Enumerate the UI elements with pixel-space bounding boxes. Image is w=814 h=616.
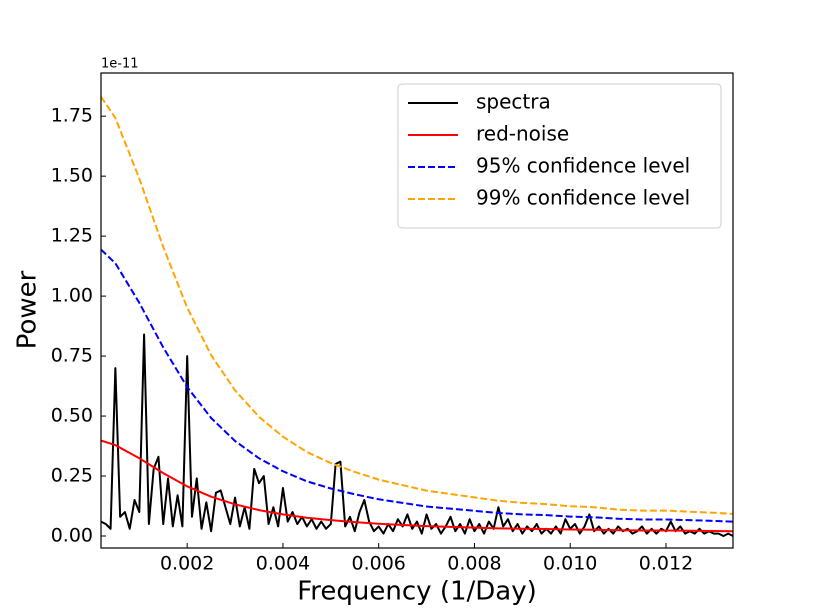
series-line (101, 248, 733, 523)
legend-label: spectra (476, 90, 551, 114)
legend-label: 95% confidence level (476, 154, 690, 178)
plot-area (101, 96, 733, 538)
x-tick-label: 0.004 (256, 553, 310, 575)
legend-box (397, 83, 722, 229)
x-tick-label: 0.010 (543, 553, 597, 575)
y-tick-label: 1.75 (51, 105, 93, 127)
y-axis-label: Power (13, 270, 43, 349)
x-axis-label: Frequency (1/Day) (297, 577, 537, 607)
x-tick-label: 0.006 (351, 553, 405, 575)
series-line (101, 333, 733, 538)
series-line (101, 439, 733, 533)
series-line (101, 96, 733, 515)
y-tick-label: 0.25 (51, 465, 93, 487)
y-tick-label: 1.25 (51, 225, 93, 247)
x-tick-label: 0.002 (160, 553, 214, 575)
y-tick-label: 1.50 (51, 165, 93, 187)
axes-frame (100, 72, 734, 549)
x-tick-label: 0.012 (639, 553, 693, 575)
y-offset-label: 1e-11 (101, 57, 139, 72)
legend-label: 99% confidence level (476, 186, 690, 210)
y-tick-label: 0.50 (51, 405, 93, 427)
x-tick-label: 0.008 (447, 553, 501, 575)
legend-label: red-noise (476, 122, 569, 146)
y-tick-label: 0.75 (51, 345, 93, 367)
y-tick-label: 0.00 (51, 525, 93, 547)
y-tick-label: 1.00 (51, 285, 93, 307)
